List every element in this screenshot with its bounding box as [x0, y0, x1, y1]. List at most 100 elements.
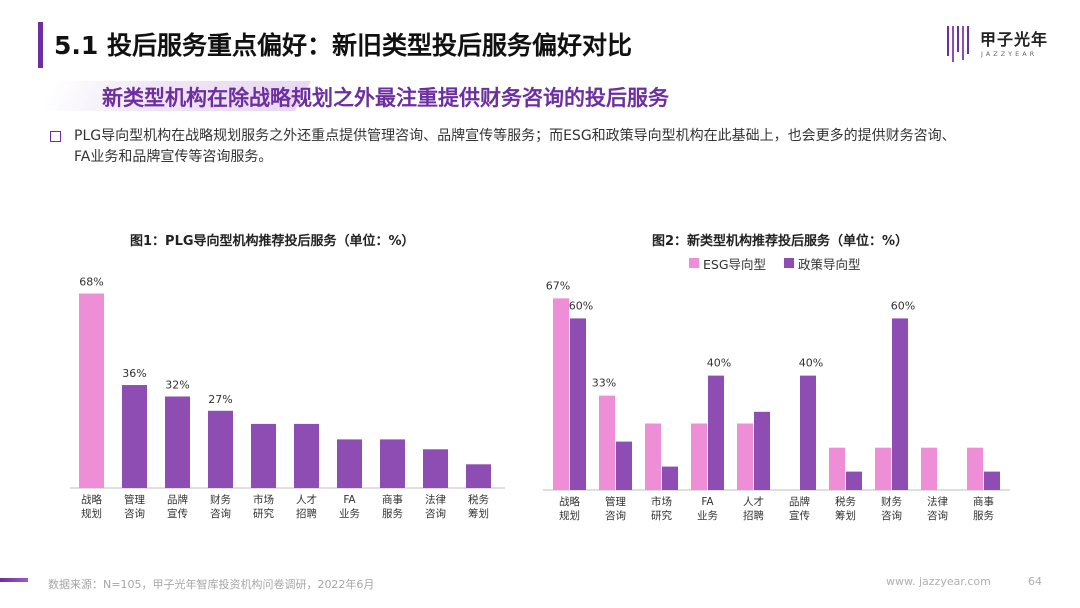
chart1-tick-label: 法律: [425, 493, 446, 506]
chart1-tick-label: 咨询: [124, 507, 145, 520]
chart2-tick-label: 商事: [973, 495, 994, 508]
chart2-bar-esg: [875, 447, 891, 490]
legend-item-policy: 政策导向型: [784, 254, 861, 273]
chart1-tick-label: 管理: [124, 493, 145, 506]
chart2-bar-policy: [570, 318, 586, 490]
chart2-data-label: 40%: [707, 357, 731, 370]
chart1-bar: [251, 423, 276, 488]
subtitle: 新类型机构在除战略规划之外最注重提供财务咨询的投后服务: [102, 86, 669, 110]
chart2-bar-esg: [599, 395, 615, 490]
chart1-data-label: 27%: [208, 393, 232, 406]
chart2-data-label: 60%: [891, 299, 915, 312]
logo-subtext: JAZZYEAR: [981, 50, 1038, 58]
data-source: 数据来源：N=105，甲子光年智库投资机构问卷调研，2022年6月: [48, 578, 375, 591]
chart1-bar: [294, 423, 319, 488]
chart1-tick-label: 咨询: [425, 507, 446, 520]
chart2-title: 图2：新类型机构推荐投后服务（单位：%）: [652, 234, 909, 249]
chart2-legend: ESG导向型 政策导向型: [689, 254, 879, 273]
chart1-data-label: 68%: [79, 276, 103, 289]
chart2-bar-esg: [967, 447, 983, 490]
chart1-tick-label: 市场: [253, 493, 274, 506]
chart2-bar-esg: [691, 423, 707, 490]
chart1-data-label: 32%: [165, 378, 189, 391]
chart1-tick-label: 业务: [339, 507, 360, 520]
chart2-data-label: 40%: [799, 357, 823, 370]
chart1-tick-label: 规划: [81, 507, 102, 520]
chart2-tick-label: 财务: [881, 495, 902, 508]
chart1-tick-label: 商事: [382, 493, 403, 506]
chart2-tick-label: 咨询: [605, 509, 626, 522]
legend-label-esg: ESG导向型: [703, 256, 767, 272]
chart1-tick-label: 咨询: [210, 507, 231, 520]
chart1-bar: [165, 396, 190, 488]
jazzyear-logo: 甲子光年 JAZZYEAR: [946, 22, 1056, 70]
chart1-tick-label: 筹划: [468, 507, 489, 520]
chart1-bar: [466, 464, 491, 488]
legend-label-policy: 政策导向型: [798, 256, 861, 272]
chart1-title: 图1：PLG导向型机构推荐投后服务（单位：%）: [130, 234, 415, 249]
chart2-tick-label: 筹划: [835, 509, 856, 522]
footer-accent-bar: [0, 578, 28, 582]
chart2-data-label: 67%: [546, 279, 570, 292]
chart2-tick-label: 管理: [605, 495, 626, 508]
chart2-bar-policy: [892, 318, 908, 490]
chart1-tick-label: 人才: [296, 493, 317, 506]
chart1-tick-label: FA: [343, 494, 356, 506]
chart1-tick-label: 宣传: [167, 507, 188, 520]
chart1-bar: [208, 410, 233, 488]
chart1-data-label: 36%: [122, 367, 146, 380]
bullet-line-2: FA业务和品牌宣传等咨询服务。: [74, 149, 273, 165]
chart2-tick-label: 研究: [651, 509, 672, 522]
chart2-bar-policy: [800, 375, 816, 490]
chart1-tick-label: 税务: [468, 493, 489, 506]
chart2-tick-label: 人才: [743, 495, 764, 508]
chart1-tick-label: 招聘: [296, 507, 317, 520]
chart2-bar-esg: [921, 447, 937, 490]
chart2-bar-policy: [616, 441, 632, 490]
chart1-bar: [79, 293, 104, 488]
bullet-square-icon: [50, 131, 61, 142]
bullet-text: PLG导向型机构在战略规划服务之外还重点提供管理咨询、品牌宣传等服务；而ESG和…: [74, 126, 1034, 168]
chart2-bar-policy: [708, 375, 724, 490]
chart2-tick-label: 品牌: [789, 495, 810, 508]
chart2-tick-label: 招聘: [743, 509, 764, 522]
chart1-bar: [423, 449, 448, 488]
chart1-bar: [337, 439, 362, 488]
chart2-bar-policy: [754, 411, 770, 490]
chart1-tick-label: 财务: [210, 493, 231, 506]
chart1-tick-label: 研究: [253, 507, 274, 520]
chart1-bar: [380, 439, 405, 488]
chart2-data-label: 33%: [592, 377, 616, 390]
chart2-tick-label: 咨询: [881, 509, 902, 522]
chart1-tick-label: 品牌: [167, 493, 188, 506]
chart2-bar-policy: [662, 466, 678, 490]
chart2-bar-esg: [645, 423, 661, 490]
legend-swatch-policy: [784, 258, 795, 268]
chart1-bar: [122, 385, 147, 488]
chart1-tick-label: 战略: [81, 493, 102, 506]
legend-item-esg: ESG导向型: [689, 254, 766, 273]
legend-swatch-esg: [689, 258, 699, 268]
chart2-data-label: 60%: [569, 299, 593, 312]
chart2-bar-policy: [846, 471, 862, 490]
chart2-tick-label: FA: [701, 496, 714, 508]
chart2-bar-esg: [553, 298, 569, 490]
page-number: 64: [1028, 575, 1042, 588]
title-accent-bar: [38, 22, 43, 68]
chart2-tick-label: 法律: [927, 495, 948, 508]
bullet-line-1: PLG导向型机构在战略规划服务之外还重点提供管理咨询、品牌宣传等服务；而ESG和…: [74, 128, 956, 144]
chart2-tick-label: 咨询: [927, 509, 948, 522]
chart1-tick-label: 服务: [382, 507, 403, 520]
chart2-tick-label: 税务: [835, 495, 856, 508]
page-title: 5.1 投后服务重点偏好：新旧类型投后服务偏好对比: [54, 31, 632, 60]
chart2-tick-label: 宣传: [789, 509, 810, 522]
chart2-tick-label: 战略: [559, 495, 580, 508]
chart2-tick-label: 市场: [651, 495, 672, 508]
chart2-bar-esg: [829, 447, 845, 490]
website-link[interactable]: www. jazzyear.com: [886, 575, 991, 588]
chart2-tick-label: 规划: [559, 509, 580, 522]
logo-mark-icon: [947, 26, 969, 62]
logo-text: 甲子光年: [980, 30, 1049, 49]
